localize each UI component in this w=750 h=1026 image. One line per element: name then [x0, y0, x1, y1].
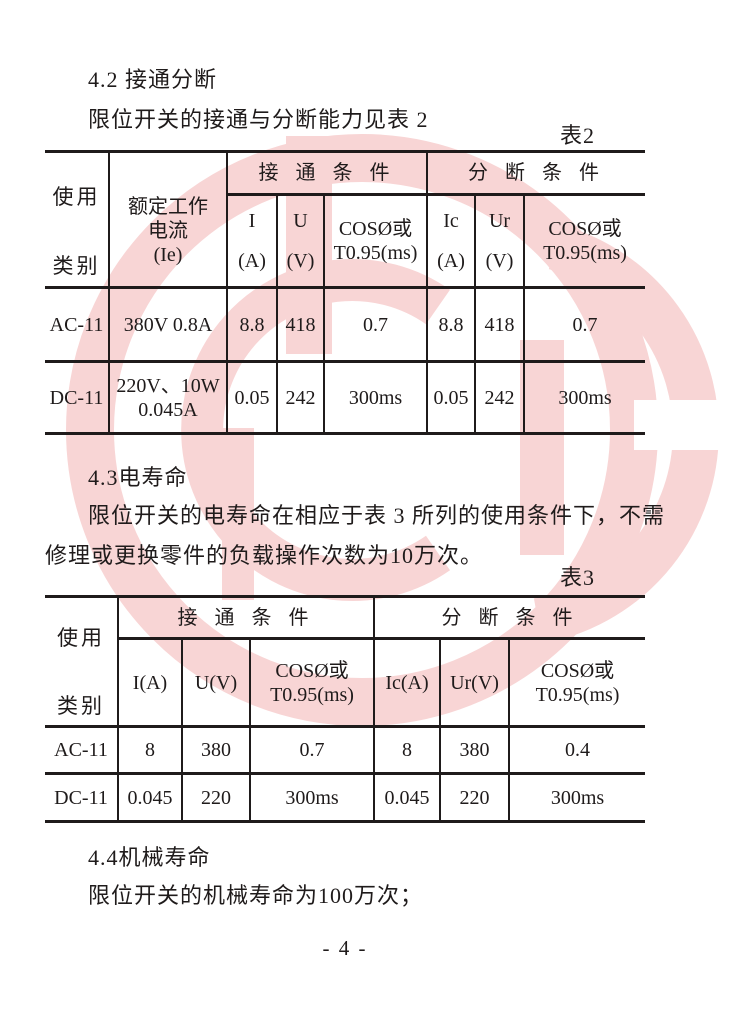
table-cell: 8.8: [226, 286, 278, 363]
table-cell: 220: [181, 772, 251, 823]
table-cell: 418: [276, 286, 325, 363]
table2-header-make-conditions: 接 通 条 件: [225, 150, 429, 196]
table-cell: 418: [474, 286, 526, 363]
table2-row-dc11: DC-11 220V、10W 0.045A 0.05 242 300ms 0.0…: [45, 360, 646, 435]
table-cell: 0.045: [373, 772, 442, 823]
table2-make-break-capacity: 使用 类别 额定工作 电流 (Ie) 接 通 条 件 分 断 条 件 I (A)…: [45, 150, 646, 435]
table2-header-rated-current: 额定工作 电流 (Ie): [108, 150, 228, 289]
section-4-3-body-line1: 限位开关的电寿命在相应于表 3 所列的使用条件下，不需: [88, 503, 666, 528]
table-cell: 8: [373, 725, 442, 775]
table-cell: DC-11: [45, 772, 119, 823]
table-cell: 220V、10W 0.045A: [108, 360, 228, 435]
table-cell: 0.4: [508, 725, 646, 775]
table2-row-ac11: AC-11 380V 0.8A 8.8 418 0.7 8.8 418 0.7: [45, 286, 646, 363]
table2-caption: 表2: [560, 123, 596, 148]
table3-header-cos-break: COSØ或 T0.95(ms): [508, 637, 646, 728]
table-cell: 300ms: [322, 360, 429, 435]
table-cell: 300ms: [248, 772, 376, 823]
table-cell: 8: [117, 725, 183, 775]
section-4-2-heading: 4.2 接通分断: [88, 67, 218, 92]
page-number: - 4 -: [322, 936, 368, 960]
table3-header-I: I(A): [118, 637, 183, 728]
table-cell: 0.7: [322, 286, 429, 363]
table-cell: 0.05: [426, 360, 477, 435]
table2-header-I: I (A): [227, 193, 278, 289]
table-cell: 0.7: [523, 286, 646, 363]
table3-header-U: U(V): [181, 637, 251, 728]
table2-header-U: U (V): [276, 193, 325, 289]
section-4-4-heading: 4.4机械寿命: [88, 845, 211, 870]
table-cell: 242: [474, 360, 526, 435]
section-4-2-body: 限位开关的接通与分断能力见表 2: [88, 107, 429, 132]
table-cell: AC-11: [45, 725, 119, 775]
section-4-3-body-line2: 修理或更换零件的负载操作次数为10万次。: [45, 543, 484, 568]
table2-header-Ic: Ic (A): [426, 193, 477, 289]
table-cell: 300ms: [508, 772, 646, 823]
table-cell: 380: [181, 725, 251, 775]
table3-row-dc11: DC-11 0.045 220 300ms 0.045 220 300ms: [45, 772, 646, 823]
table3-header-cos-make: COSØ或 T0.95(ms): [248, 637, 376, 728]
table-cell: 380: [439, 725, 511, 775]
table3-caption: 表3: [560, 565, 596, 590]
table-cell: 0.045: [117, 772, 183, 823]
table-cell: 0.7: [248, 725, 376, 775]
table3-header-Ur: Ur(V): [439, 637, 511, 728]
table2-header-cos-break: COSØ或 T0.95(ms): [523, 193, 646, 289]
table3-electrical-life-conditions: 使用 类别 接 通 条 件 分 断 条 件 I(A) U(V) COSØ或 T0…: [45, 595, 646, 823]
table2-header-cos-make: COSØ或 T0.95(ms): [322, 193, 429, 289]
table3-header-Ic: Ic(A): [373, 637, 442, 728]
table2-header-Ur: Ur (V): [474, 193, 526, 289]
table-cell: 220: [439, 772, 511, 823]
table-cell: 8.8: [426, 286, 477, 363]
table-cell: 380V 0.8A: [108, 286, 228, 363]
table2-header-usage-category: 使用 类别: [45, 150, 110, 289]
table-cell: DC-11: [45, 360, 110, 435]
table3-row-ac11: AC-11 8 380 0.7 8 380 0.4: [45, 725, 646, 775]
table-cell: 0.05: [226, 360, 278, 435]
table-cell: 300ms: [523, 360, 646, 435]
table2-header-break-conditions: 分 断 条 件: [426, 150, 646, 196]
table3-header-break-conditions: 分 断 条 件: [373, 595, 646, 640]
section-4-4-body: 限位开关的机械寿命为100万次；: [88, 883, 424, 908]
table3-header-make-conditions: 接 通 条 件: [116, 595, 376, 640]
table-cell: AC-11: [45, 286, 110, 363]
table3-header-usage-category: 使用 类别: [45, 595, 119, 728]
section-4-3-heading: 4.3电寿命: [88, 465, 188, 490]
table-cell: 242: [276, 360, 325, 435]
